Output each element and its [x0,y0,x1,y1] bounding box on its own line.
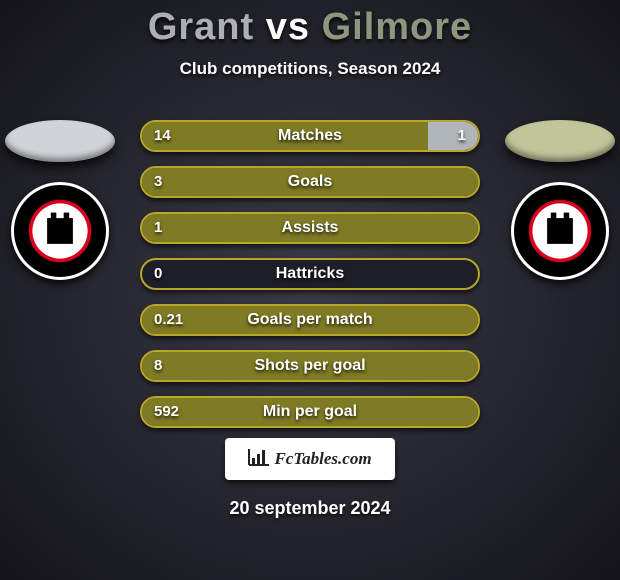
stat-value-left: 14 [154,122,171,150]
stat-value-left: 3 [154,168,162,196]
stat-value-left: 1 [154,214,162,242]
stat-label: Min per goal [142,398,478,426]
stats-bars-container: Matches141Goals3Assists1Hattricks0Goals … [140,120,480,442]
stat-row: Goals per match0.21 [140,304,480,336]
watermark-text: FcTables.com [274,449,371,469]
stat-value-right: 1 [458,122,466,150]
stat-value-left: 8 [154,352,162,380]
player2-club-badge [511,182,609,280]
club-crest-icon [514,185,606,277]
player1-club-badge [11,182,109,280]
title-player1: Grant [148,6,254,48]
stat-row: Shots per goal8 [140,350,480,382]
stat-row: Goals3 [140,166,480,198]
stat-label: Shots per goal [142,352,478,380]
date-label: 20 september 2024 [0,498,620,519]
stat-value-left: 0 [154,260,162,288]
player2-avatar-placeholder [505,120,615,162]
stat-row: Min per goal592 [140,396,480,428]
left-column [0,110,120,280]
title-player2: Gilmore [322,6,473,48]
stat-row: Matches14 1 [140,120,480,152]
club-crest-icon [14,185,106,277]
player1-avatar-placeholder [5,120,115,162]
subtitle: Club competitions, Season 2024 [0,59,620,79]
stat-row: Assists1 [140,212,480,244]
stat-row: Hattricks0 [140,258,480,290]
chart-icon [248,448,270,471]
stat-label: Matches [142,122,478,150]
stat-value-left: 0.21 [154,306,183,334]
watermark-badge: FcTables.com [225,438,395,480]
stat-value-left: 592 [154,398,179,426]
page-title: Grant vs Gilmore [0,0,620,49]
stat-label: Goals [142,168,478,196]
title-vs: vs [266,6,310,48]
stat-label: Goals per match [142,306,478,334]
right-column [500,110,620,280]
stat-label: Hattricks [142,260,478,288]
stat-label: Assists [142,214,478,242]
